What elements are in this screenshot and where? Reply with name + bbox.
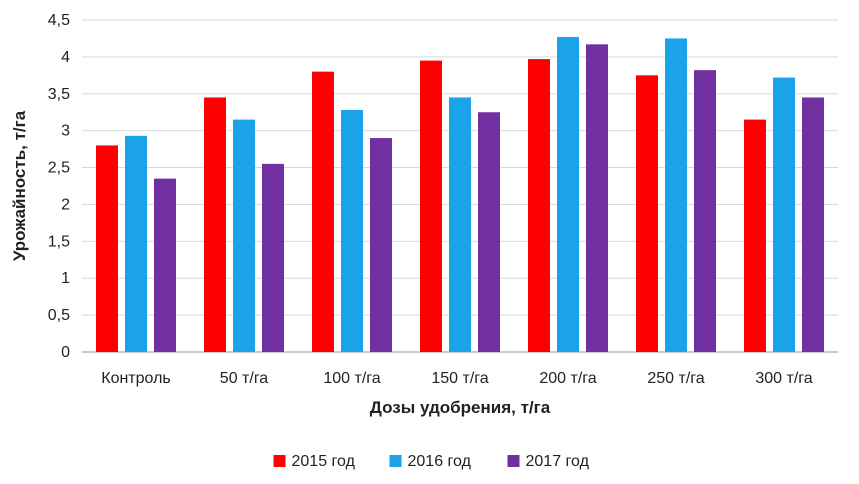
bar-3-5	[586, 44, 608, 352]
bar-3-4	[478, 112, 500, 352]
y-tick-label: 2,5	[48, 160, 70, 177]
legend-swatch-1	[273, 455, 286, 467]
y-tick-label: 4	[61, 49, 70, 66]
y-tick-label: 1	[61, 270, 70, 287]
bar-3-3	[370, 138, 392, 352]
bar-2-2	[233, 119, 255, 352]
legend-swatch-2	[389, 455, 402, 467]
x-tick-label: Контроль	[101, 370, 171, 387]
legend-label-3: 2017 год	[526, 453, 590, 470]
bar-3-2	[262, 163, 284, 352]
bar-1-5	[528, 59, 550, 352]
bar-2-3	[341, 110, 363, 353]
bar-3-1	[154, 178, 176, 352]
bar-2-4	[449, 97, 471, 352]
bar-3-7	[802, 97, 824, 352]
bar-1-4	[420, 60, 442, 352]
x-tick-label: 250 т/га	[647, 370, 704, 387]
legend-swatch-3	[507, 455, 520, 467]
y-axis-title: Урожайность, т/га	[10, 110, 29, 261]
bar-1-6	[636, 75, 658, 352]
x-tick-label: 300 т/га	[755, 370, 812, 387]
bar-3-6	[694, 70, 716, 353]
x-tick-label: 150 т/га	[431, 370, 488, 387]
bar-2-6	[665, 38, 687, 352]
y-tick-label: 4,5	[48, 12, 70, 29]
legend-label-1: 2015 год	[292, 453, 356, 470]
y-tick-label: 2	[61, 196, 70, 213]
y-tick-label: 1,5	[48, 233, 70, 250]
y-tick-label: 3	[61, 123, 70, 140]
bar-2-1	[125, 135, 147, 352]
x-tick-label: 50 т/га	[220, 370, 269, 387]
bar-2-5	[557, 36, 579, 353]
legend-label-2: 2016 год	[408, 453, 472, 470]
bar-1-2	[204, 97, 226, 352]
x-tick-label: 200 т/га	[539, 370, 596, 387]
x-axis-title: Дозы удобрения, т/га	[370, 398, 551, 417]
bar-1-1	[96, 145, 118, 352]
bar-1-3	[312, 71, 334, 353]
bar-1-7	[744, 119, 766, 352]
x-tick-label: 100 т/га	[323, 370, 380, 387]
bar-2-7	[773, 77, 795, 353]
y-tick-label: 0,5	[48, 307, 70, 324]
y-tick-label: 0	[61, 344, 70, 361]
y-tick-label: 3,5	[48, 86, 70, 103]
